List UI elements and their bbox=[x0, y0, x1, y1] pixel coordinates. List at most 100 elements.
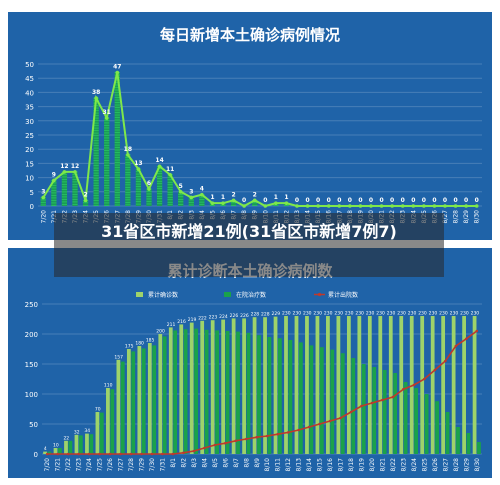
daily-point bbox=[242, 204, 246, 208]
cumulative-data-label: 223 bbox=[209, 315, 218, 321]
cumulative-bar bbox=[336, 316, 341, 454]
cumulative-data-label: 230 bbox=[355, 311, 364, 317]
discharged-point bbox=[56, 452, 60, 456]
daily-bar bbox=[188, 197, 194, 206]
x-tick-label: 8/18 bbox=[348, 458, 355, 472]
daily-data-label: 47 bbox=[113, 64, 121, 71]
daily-data-label: 3 bbox=[41, 188, 45, 195]
y-tick-label: 50 bbox=[25, 61, 34, 69]
in-hospital-bar bbox=[131, 351, 136, 454]
cumulative-bar bbox=[53, 448, 58, 454]
cumulative-bar bbox=[179, 324, 184, 454]
cumulative-bar bbox=[472, 316, 477, 454]
discharged-point bbox=[381, 398, 384, 402]
daily-point bbox=[295, 204, 299, 208]
cumulative-data-label: 230 bbox=[450, 311, 459, 317]
cumulative-bar bbox=[116, 359, 121, 454]
x-tick-label: 7/29 bbox=[139, 458, 146, 472]
cumulative-bar bbox=[158, 334, 163, 454]
daily-point bbox=[200, 192, 204, 197]
discharged-point bbox=[98, 452, 101, 456]
x-tick-label: 8/19 bbox=[359, 458, 366, 472]
discharged-point bbox=[87, 452, 91, 456]
cumulative-data-label: 180 bbox=[135, 341, 144, 347]
x-tick-label: 8/29 bbox=[463, 210, 470, 224]
in-hospital-bar bbox=[424, 394, 429, 454]
in-hospital-bar bbox=[435, 401, 439, 454]
y-tick-label: 40 bbox=[25, 89, 34, 97]
cumulative-bar bbox=[346, 316, 351, 454]
x-tick-label: 8/14 bbox=[306, 458, 313, 472]
discharged-point bbox=[265, 434, 269, 438]
daily-data-label: 0 bbox=[453, 197, 457, 204]
daily-data-label: 0 bbox=[390, 197, 394, 204]
daily-point bbox=[104, 116, 109, 120]
cumulative-data-label: 230 bbox=[282, 311, 291, 317]
discharged-point bbox=[213, 443, 217, 447]
daily-data-label: 13 bbox=[134, 160, 142, 167]
cumulative-data-label: 228 bbox=[261, 312, 270, 318]
cumulative-data-label: 229 bbox=[272, 311, 281, 317]
in-hospital-bar bbox=[288, 340, 293, 454]
daily-data-label: 0 bbox=[432, 197, 436, 204]
x-tick-label: 7/30 bbox=[149, 458, 156, 472]
discharged-point bbox=[161, 452, 164, 456]
y-tick-label: 200 bbox=[25, 331, 38, 339]
x-tick-label: 8/28 bbox=[453, 458, 460, 472]
cumulative-bar bbox=[451, 316, 456, 454]
in-hospital-bar bbox=[403, 382, 408, 454]
discharged-point bbox=[423, 377, 426, 381]
daily-point bbox=[126, 153, 130, 157]
daily-data-label: 1 bbox=[274, 194, 278, 201]
discharged-point bbox=[224, 441, 227, 445]
daily-point bbox=[94, 96, 98, 100]
daily-data-label: 2 bbox=[253, 191, 257, 198]
in-hospital-bar bbox=[225, 331, 230, 454]
discharged-point bbox=[182, 451, 185, 455]
cumulative-bar bbox=[200, 320, 205, 454]
daily-point bbox=[369, 204, 373, 208]
x-tick-label: 8/12 bbox=[285, 458, 292, 472]
daily-data-label: 4 bbox=[200, 186, 204, 193]
cumulative-data-label: 230 bbox=[408, 311, 417, 317]
in-hospital-bar bbox=[309, 345, 314, 454]
x-tick-label: 8/26 bbox=[432, 458, 439, 472]
cumulative-data-label: 230 bbox=[324, 311, 333, 317]
cumulative-bar bbox=[441, 316, 446, 454]
in-hospital-bar bbox=[120, 361, 125, 454]
discharged-point bbox=[339, 416, 342, 420]
y-tick-label: 25 bbox=[25, 132, 34, 140]
discharged-point bbox=[45, 452, 49, 456]
daily-point bbox=[348, 204, 352, 208]
x-tick-label: 8/28 bbox=[453, 210, 460, 224]
daily-point bbox=[157, 164, 162, 169]
daily-data-label: 12 bbox=[71, 163, 79, 170]
cumulative-data-label: 230 bbox=[376, 311, 385, 317]
daily-data-label: 18 bbox=[124, 146, 132, 153]
x-tick-label: 7/28 bbox=[128, 458, 135, 472]
daily-bar bbox=[61, 171, 68, 206]
daily-data-label: 1 bbox=[221, 194, 225, 201]
daily-data-label: 6 bbox=[147, 180, 151, 187]
discharged-point bbox=[349, 410, 353, 414]
cumulative-data-label: 224 bbox=[219, 314, 228, 320]
in-hospital-bar bbox=[183, 329, 188, 454]
discharged-point bbox=[203, 446, 206, 450]
daily-data-label: 9 bbox=[52, 171, 56, 178]
x-tick-label: 8/22 bbox=[390, 458, 397, 472]
legend-label: 累计确诊数 bbox=[148, 291, 178, 299]
discharged-point bbox=[140, 452, 143, 456]
in-hospital-bar bbox=[78, 435, 83, 454]
x-tick-label: 8/21 bbox=[379, 458, 386, 472]
x-tick-label: 8/23 bbox=[400, 458, 407, 472]
discharged-point bbox=[234, 439, 238, 443]
daily-point bbox=[189, 195, 194, 200]
cumulative-chart-svg: 0 50 100 150 200 250 累计确诊数 在院治疗数 累计出院数 4 10 22 32 34 7… bbox=[25, 291, 482, 472]
daily-data-label: 38 bbox=[92, 89, 100, 96]
in-hospital-bar bbox=[414, 388, 418, 454]
cumulative-bar bbox=[252, 317, 257, 454]
daily-point bbox=[422, 204, 426, 208]
daily-data-label: 1 bbox=[210, 194, 214, 201]
daily-point bbox=[326, 204, 331, 208]
in-hospital-bar bbox=[204, 329, 209, 454]
